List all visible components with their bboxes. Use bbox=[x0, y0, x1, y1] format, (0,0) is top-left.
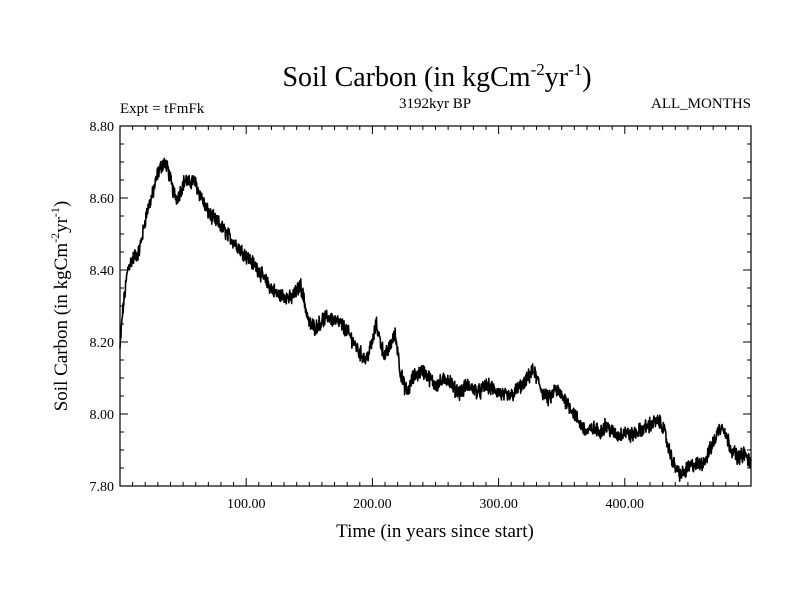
y-tick-label: 8.00 bbox=[90, 408, 115, 423]
x-tick-label: 400.00 bbox=[606, 497, 645, 512]
series-group bbox=[120, 158, 751, 481]
chart-title: Soil Carbon (in kgCm-2yr-1) bbox=[282, 60, 591, 93]
x-tick-label: 100.00 bbox=[227, 497, 266, 512]
subtitle-right: ALL_MONTHS bbox=[651, 96, 751, 112]
y-tick-label: 8.80 bbox=[90, 120, 115, 135]
x-tick-label: 200.00 bbox=[353, 497, 392, 512]
x-tick-label: 300.00 bbox=[479, 497, 518, 512]
y-tick-label: 8.60 bbox=[90, 192, 115, 207]
x-axis-label: Time (in years since start) bbox=[336, 521, 534, 542]
y-axis-label: Soil Carbon (in kgCm-2yr-1) bbox=[48, 201, 72, 412]
x-tick-labels: 100.00 200.00 300.00 400.00 bbox=[227, 497, 644, 512]
y-tick-label: 8.40 bbox=[90, 264, 115, 279]
subtitle-center: 3192kyr BP bbox=[399, 96, 471, 112]
series-line-soil-carbon bbox=[120, 158, 751, 481]
axis-ticks bbox=[120, 126, 751, 486]
y-tick-label: 8.20 bbox=[90, 336, 115, 351]
y-tick-label: 7.80 bbox=[90, 480, 115, 495]
plot-frame bbox=[120, 126, 751, 486]
soil-carbon-chart: Soil Carbon (in kgCm-2yr-1) Expt = tFmFk… bbox=[0, 0, 800, 600]
subtitle-left: Expt = tFmFk bbox=[120, 101, 205, 117]
y-tick-labels: 7.80 8.00 8.20 8.40 8.60 8.80 bbox=[90, 120, 115, 495]
